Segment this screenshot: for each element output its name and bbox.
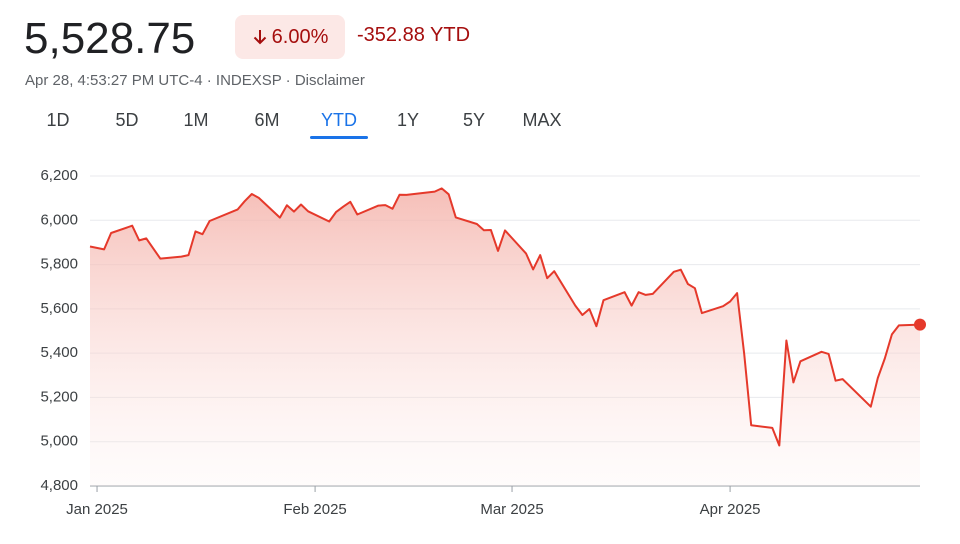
subtitle: Apr 28, 4:53:27 PM UTC-4 · INDEXSP · Dis… [25,72,365,89]
change-ytd: -352.88 YTD [357,24,471,46]
y-tick-label: 5,200 [40,388,78,405]
change-chip: 6.00% [235,15,345,59]
range-tab[interactable]: 5D [115,110,139,130]
y-tick-label: 6,200 [40,167,78,184]
range-tab[interactable]: 6M [254,110,280,130]
range-tab[interactable]: MAX [522,110,562,130]
change-percent: 6.00% [271,25,329,48]
y-tick-label: 5,600 [40,300,78,317]
range-tab[interactable]: 1Y [396,110,420,130]
down-arrow [253,30,266,45]
range-tab[interactable]: 1D [46,110,70,130]
y-tick-label: 5,000 [40,433,78,450]
price-line [89,187,921,447]
area [90,188,920,486]
y-tick-label: 4,800 [40,477,78,494]
y-tick-label: 6,000 [40,211,78,228]
y-tick-label: 5,800 [40,256,78,273]
range-tabs: 1D 5D 1M 6M YTD 1Y 5Y MAX [28,108,582,139]
y-tick-label: 5,400 [40,344,78,361]
price: 5,528.75 [24,14,196,63]
x-tick-label: Feb 2025 [283,501,346,518]
range-tab[interactable]: 1M [183,110,209,130]
x-tick-label: Mar 2025 [480,501,543,518]
x-tick-label: Jan 2025 [66,501,128,518]
last-point [914,318,926,331]
range-tab[interactable]: YTD [308,108,370,139]
chart: 4,800 5,000 5,200 5,400 5,600 5,800 6,000 6,200… [40,167,926,518]
range-tab[interactable]: 5Y [462,110,486,130]
x-tick-label: Apr 2025 [700,501,761,518]
